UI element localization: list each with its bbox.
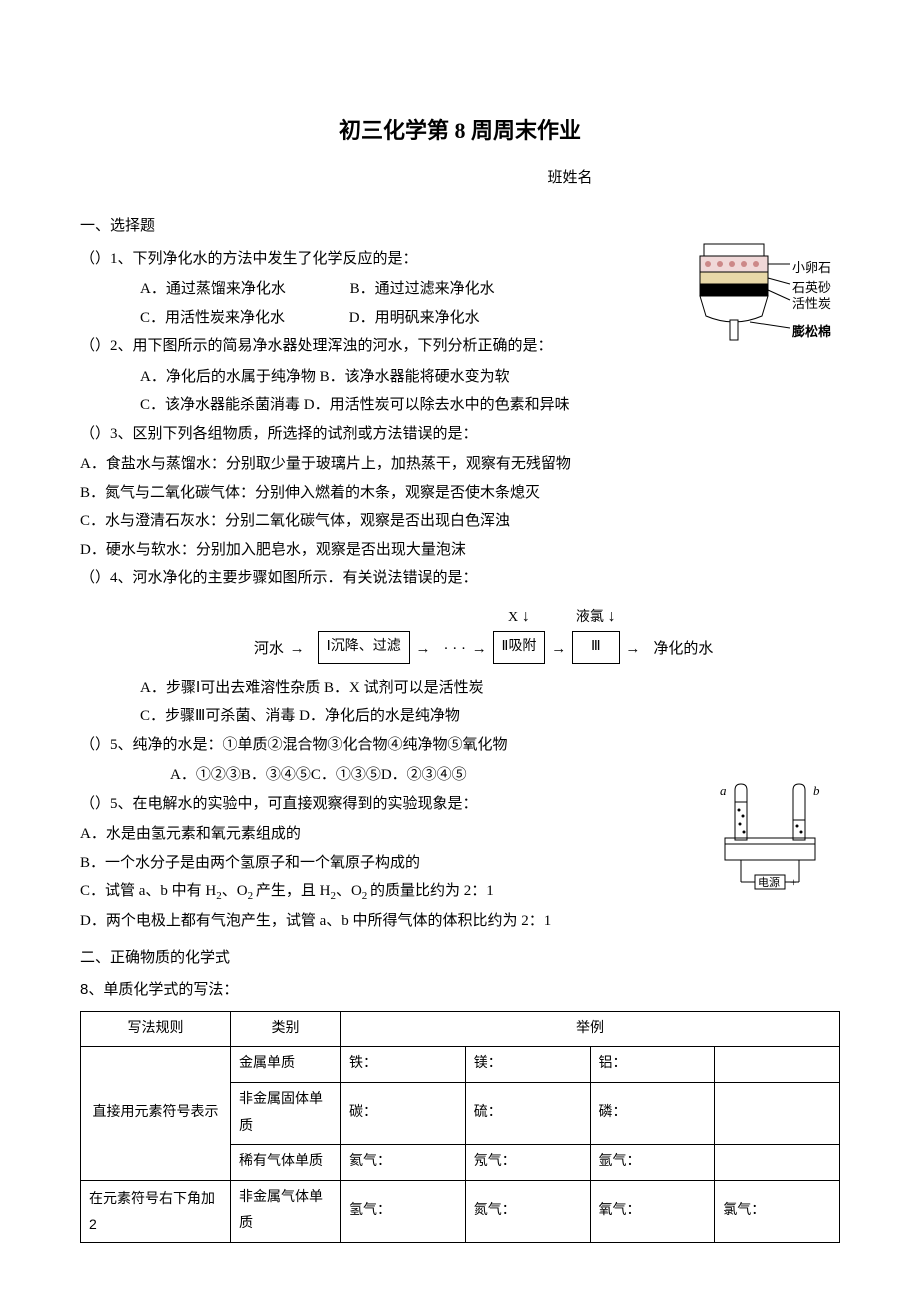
q1-option-b: B．通过过滤来净化水 <box>350 275 495 304</box>
table-header-rule: 写法规则 <box>81 1011 231 1047</box>
rule-cell-2: 在元素符号右下角加 2 <box>81 1180 231 1242</box>
q4-option-ab: A．步骤Ⅰ可出去难溶性杂质 B．X 试剂可以是活性炭 <box>80 674 840 703</box>
q3-option-b: B．氮气与二氧化碳气体：分别伸入燃着的木条，观察是否使木条熄灭 <box>80 479 840 508</box>
q3-option-a: A．食盐水与蒸馏水：分别取少量于玻璃片上，加热蒸干，观察有无残留物 <box>80 450 840 479</box>
filter-svg <box>690 240 860 370</box>
tube-a-label: a <box>720 783 727 798</box>
question-8-header: 8、单质化学式的写法： <box>80 976 840 1005</box>
table-row: 在元素符号右下角加 2 非金属气体单质 氢气： 氮气： 氧气： 氯气： <box>81 1180 840 1242</box>
tube-b-label: b <box>813 783 820 798</box>
name-field-label: 班姓名 <box>80 164 840 193</box>
electrolysis-diagram: a b − + 电源 <box>700 780 850 911</box>
q3-option-d: D．硬水与软水：分别加入肥皂水，观察是否出现大量泡沫 <box>80 536 840 565</box>
rule-cell-1: 直接用元素符号表示 <box>81 1047 231 1180</box>
table-row: 直接用元素符号表示 金属单质 铁： 镁： 铝： <box>81 1047 840 1083</box>
power-label: 电源 <box>758 875 780 889</box>
question-3-stem: （）3、区别下列各组物质，所选择的试剂或方法错误的是： <box>80 420 840 449</box>
table-header-type: 类别 <box>231 1011 341 1047</box>
q4-option-cd: C．步骤Ⅲ可杀菌、消毒 D．净化后的水是纯净物 <box>80 702 840 731</box>
section-2-header: 二、正确物质的化学式 <box>80 944 840 973</box>
flow-dots: · · · <box>444 641 467 657</box>
svg-text:+: + <box>790 875 797 889</box>
question-5a-stem: （）5、纯净的水是：①单质②混合物③化合物④纯净物⑤氧化物 <box>80 731 840 760</box>
q1-option-c: C．用活性炭来净化水 <box>140 304 285 333</box>
section-1-header: 一、选择题 <box>80 212 840 241</box>
down-arrow-icon: ↓ <box>522 608 530 625</box>
flow-box-3: Ⅲ <box>572 631 620 664</box>
flow-chlorine-label: 液氯 <box>576 610 604 625</box>
table-header-example: 举例 <box>341 1011 840 1047</box>
flow-box-1: Ⅰ沉降、过滤 <box>318 631 410 664</box>
filter-label-carbon: 活性炭 <box>792 292 831 317</box>
water-filter-diagram: 小卵石 石英砂 活性炭 膨松棉 <box>690 240 860 370</box>
down-arrow-icon: ↓ <box>608 608 616 625</box>
flow-end: 净化的水 <box>653 641 713 657</box>
formula-table: 写法规则 类别 举例 直接用元素符号表示 金属单质 铁： 镁： 铝： 非金属固体… <box>80 1011 840 1243</box>
flow-box-2: Ⅱ吸附 <box>493 631 546 664</box>
question-4-stem: （）4、河水净化的主要步骤如图所示．有关说法错误的是： <box>80 564 840 593</box>
q2-option-cd: C．该净水器能杀菌消毒 D．用活性炭可以除去水中的色素和异味 <box>80 391 840 420</box>
svg-text:−: − <box>744 875 751 889</box>
flow-x-label: X <box>508 610 518 625</box>
q5b-option-d: D．两个电极上都有气泡产生，试管 a、b 中所得气体的体积比约为 2：1 <box>80 907 840 936</box>
page-title: 初三化学第 8 周周末作业 <box>80 110 840 152</box>
q1-option-a: A．通过蒸馏来净化水 <box>140 275 286 304</box>
filter-label-cotton: 膨松棉 <box>792 320 831 345</box>
q1-option-d: D．用明矾来净化水 <box>349 304 480 333</box>
q3-option-c: C．水与澄清石灰水：分别二氧化碳气体，观察是否出现白色浑浊 <box>80 507 840 536</box>
flow-start: 河水 <box>254 641 284 657</box>
flow-diagram: 河水 → Ⅰ沉降、过滤 → · · · → X ↓ Ⅱ吸附 → 液氯 ↓ Ⅲ →… <box>80 603 840 664</box>
